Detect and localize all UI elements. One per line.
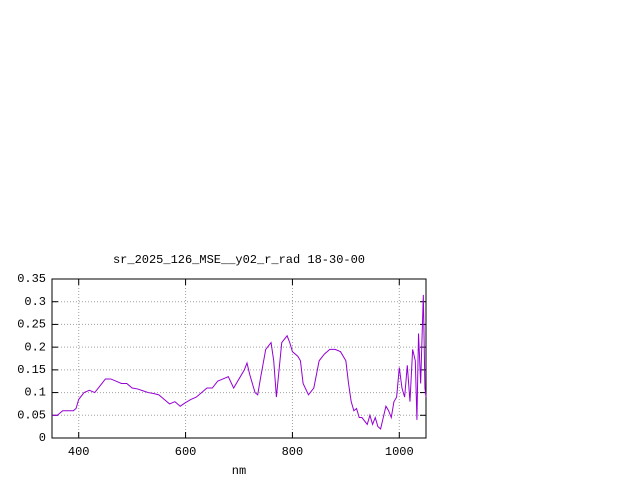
y-tick-label: 0.3 — [24, 295, 46, 309]
plot-frame — [51, 278, 427, 439]
y-tick-label: 0.25 — [17, 318, 46, 332]
y-tick-label: 0 — [39, 431, 46, 445]
y-tick-label: 0.05 — [17, 408, 46, 422]
x-axis-label: nm — [232, 464, 246, 478]
chart-title: sr_2025_126_MSE__y02_r_rad 18-30-00 — [113, 253, 365, 267]
y-tick-label: 0.35 — [17, 272, 46, 286]
y-tick-label: 0.2 — [24, 340, 46, 354]
y-tick-label: 0.15 — [17, 363, 46, 377]
x-tick-label: 800 — [282, 445, 304, 459]
y-tick-label: 0.1 — [24, 386, 46, 400]
x-tick-label: 600 — [175, 445, 197, 459]
x-tick-label: 400 — [68, 445, 90, 459]
x-tick-label: 1000 — [385, 445, 414, 459]
data-line — [52, 294, 427, 430]
